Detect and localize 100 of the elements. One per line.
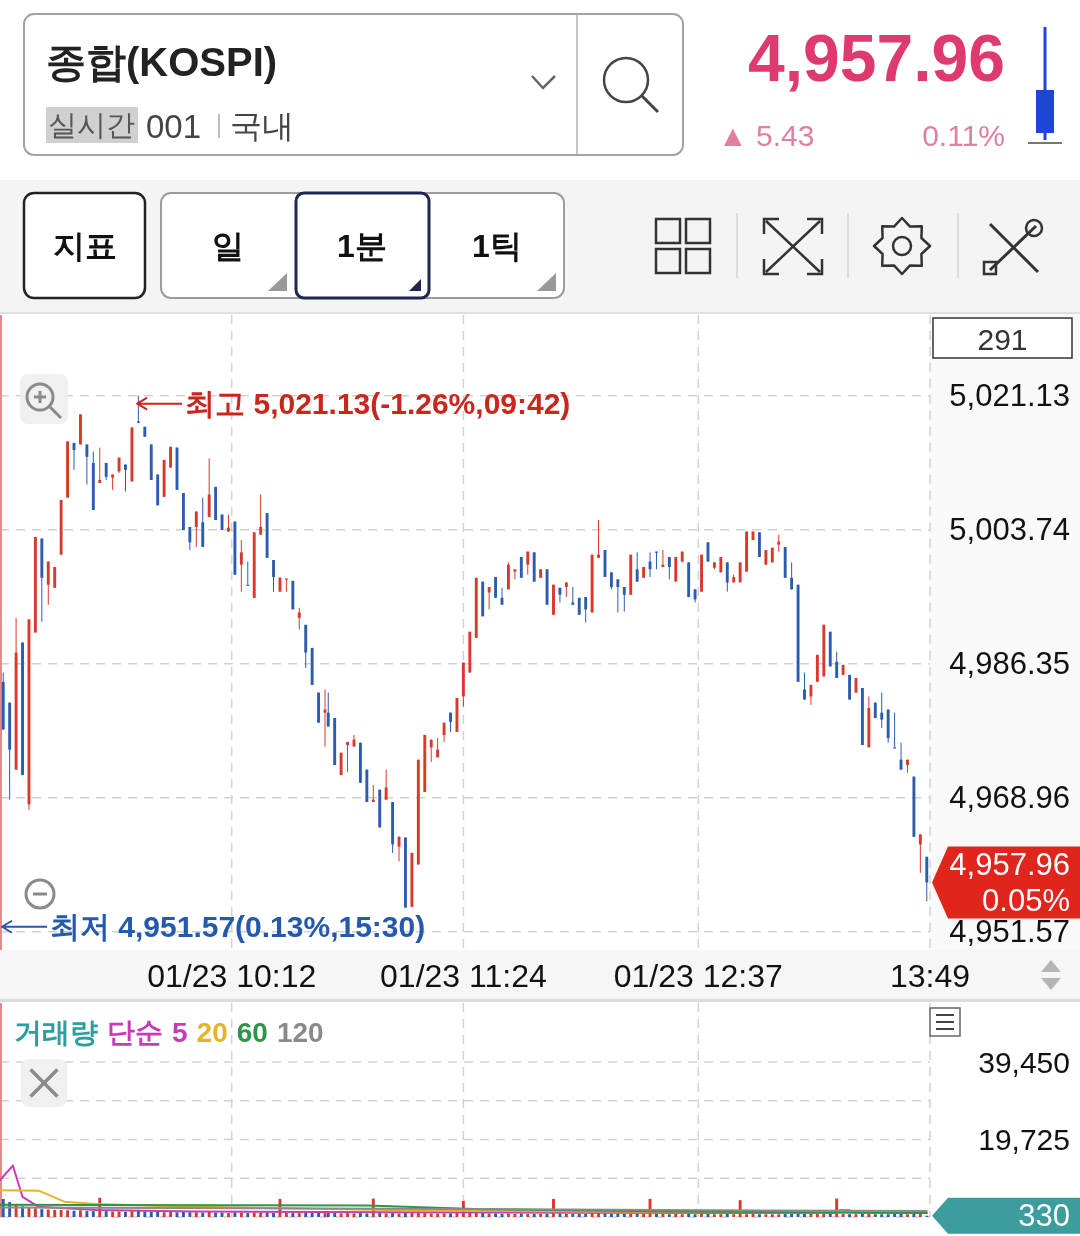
bar — [758, 1214, 761, 1217]
bar — [770, 1214, 774, 1217]
bar — [384, 1213, 388, 1217]
bar — [156, 1211, 160, 1217]
bar — [124, 1211, 127, 1217]
bar — [725, 1213, 729, 1217]
bar — [642, 1213, 646, 1217]
annotation: 최고 5,021.13(-1.26%,09:42) — [185, 387, 571, 421]
bar — [53, 1209, 57, 1217]
bar — [259, 1212, 263, 1217]
text: 291 — [977, 322, 1028, 356]
bar — [111, 1211, 115, 1217]
bar — [867, 1213, 871, 1217]
bar — [423, 1213, 427, 1217]
bar — [687, 1213, 691, 1217]
bar — [526, 1213, 530, 1217]
bar — [655, 1213, 658, 1217]
bar — [732, 1214, 736, 1217]
bar — [284, 1212, 288, 1217]
bar — [719, 1214, 723, 1217]
bar — [239, 1212, 243, 1217]
bar — [609, 1213, 613, 1217]
bar — [188, 1212, 192, 1217]
x-tick-label: 01/23 12:37 — [613, 958, 783, 994]
text: 4,957.96 — [748, 21, 1005, 95]
bar — [201, 1212, 205, 1217]
bar — [777, 1214, 781, 1217]
bar — [680, 1214, 684, 1217]
bar — [893, 1213, 897, 1217]
bar — [487, 1213, 491, 1217]
text: 실시간 — [47, 109, 135, 141]
bar — [693, 1214, 697, 1217]
bar — [809, 1213, 813, 1217]
bar — [59, 1209, 63, 1217]
bar — [149, 1211, 153, 1217]
bar — [745, 1214, 749, 1217]
bar — [169, 1211, 172, 1217]
bar — [40, 1209, 44, 1217]
bar — [310, 1213, 314, 1217]
bar — [265, 1212, 269, 1217]
y-tick-label: 39,450 — [978, 1045, 1070, 1079]
y-tick-label: 5,021.13 — [949, 378, 1070, 414]
bar — [873, 1214, 877, 1217]
bar — [539, 1213, 543, 1217]
bar — [828, 1213, 832, 1217]
text: ▲ 5.43 — [718, 118, 815, 152]
bar — [304, 1212, 308, 1217]
bar — [513, 1213, 517, 1217]
bar — [85, 1211, 89, 1217]
bar — [346, 1213, 349, 1217]
text: 001 — [146, 107, 202, 145]
bar — [104, 1211, 108, 1217]
bar — [622, 1213, 626, 1217]
bar — [860, 1213, 864, 1217]
bar — [886, 1214, 890, 1217]
bar — [906, 1214, 909, 1217]
bar — [764, 1214, 768, 1217]
bar — [436, 1213, 440, 1217]
bar — [545, 1213, 549, 1217]
bar — [712, 1214, 716, 1217]
text: 일 — [212, 228, 244, 264]
bar — [848, 1214, 851, 1217]
bar — [214, 1212, 218, 1217]
text: 종합(KOSPI) — [46, 40, 278, 84]
bar — [378, 1213, 382, 1217]
bar — [577, 1213, 581, 1217]
y-tick-label: 4,968.96 — [949, 780, 1070, 816]
bar — [246, 1213, 250, 1217]
bar — [162, 1212, 166, 1217]
x-tick-label: 01/23 10:12 — [147, 958, 317, 994]
text: 5 — [172, 1016, 188, 1048]
bar — [468, 1212, 472, 1217]
bar — [616, 1213, 620, 1217]
text: 0.11% — [922, 118, 1005, 152]
y-tick-label: 19,725 — [978, 1123, 1070, 1157]
bar — [79, 1210, 82, 1217]
bar — [481, 1213, 485, 1217]
bar — [429, 1213, 433, 1217]
bar — [194, 1212, 198, 1217]
bar — [841, 1213, 845, 1217]
bar — [339, 1213, 343, 1217]
bar — [667, 1214, 671, 1217]
bar — [532, 1213, 536, 1217]
legend-title: 단순 — [107, 1016, 163, 1048]
bar — [700, 1213, 703, 1217]
bar — [564, 1213, 568, 1217]
bar — [674, 1213, 678, 1217]
text: 지표 — [53, 228, 117, 264]
bar — [365, 1213, 369, 1217]
annotation: 최저 4,951.57(0.13%,15:30) — [50, 910, 426, 944]
bar — [391, 1213, 395, 1217]
text: 330 — [1018, 1198, 1070, 1234]
bar — [880, 1214, 884, 1217]
bar — [790, 1213, 794, 1217]
bar — [410, 1213, 414, 1217]
text: 60 — [236, 1016, 268, 1048]
bar — [584, 1213, 588, 1217]
x-tick-label: 01/23 11:24 — [380, 958, 547, 994]
bar — [661, 1213, 665, 1217]
bar — [181, 1211, 185, 1217]
